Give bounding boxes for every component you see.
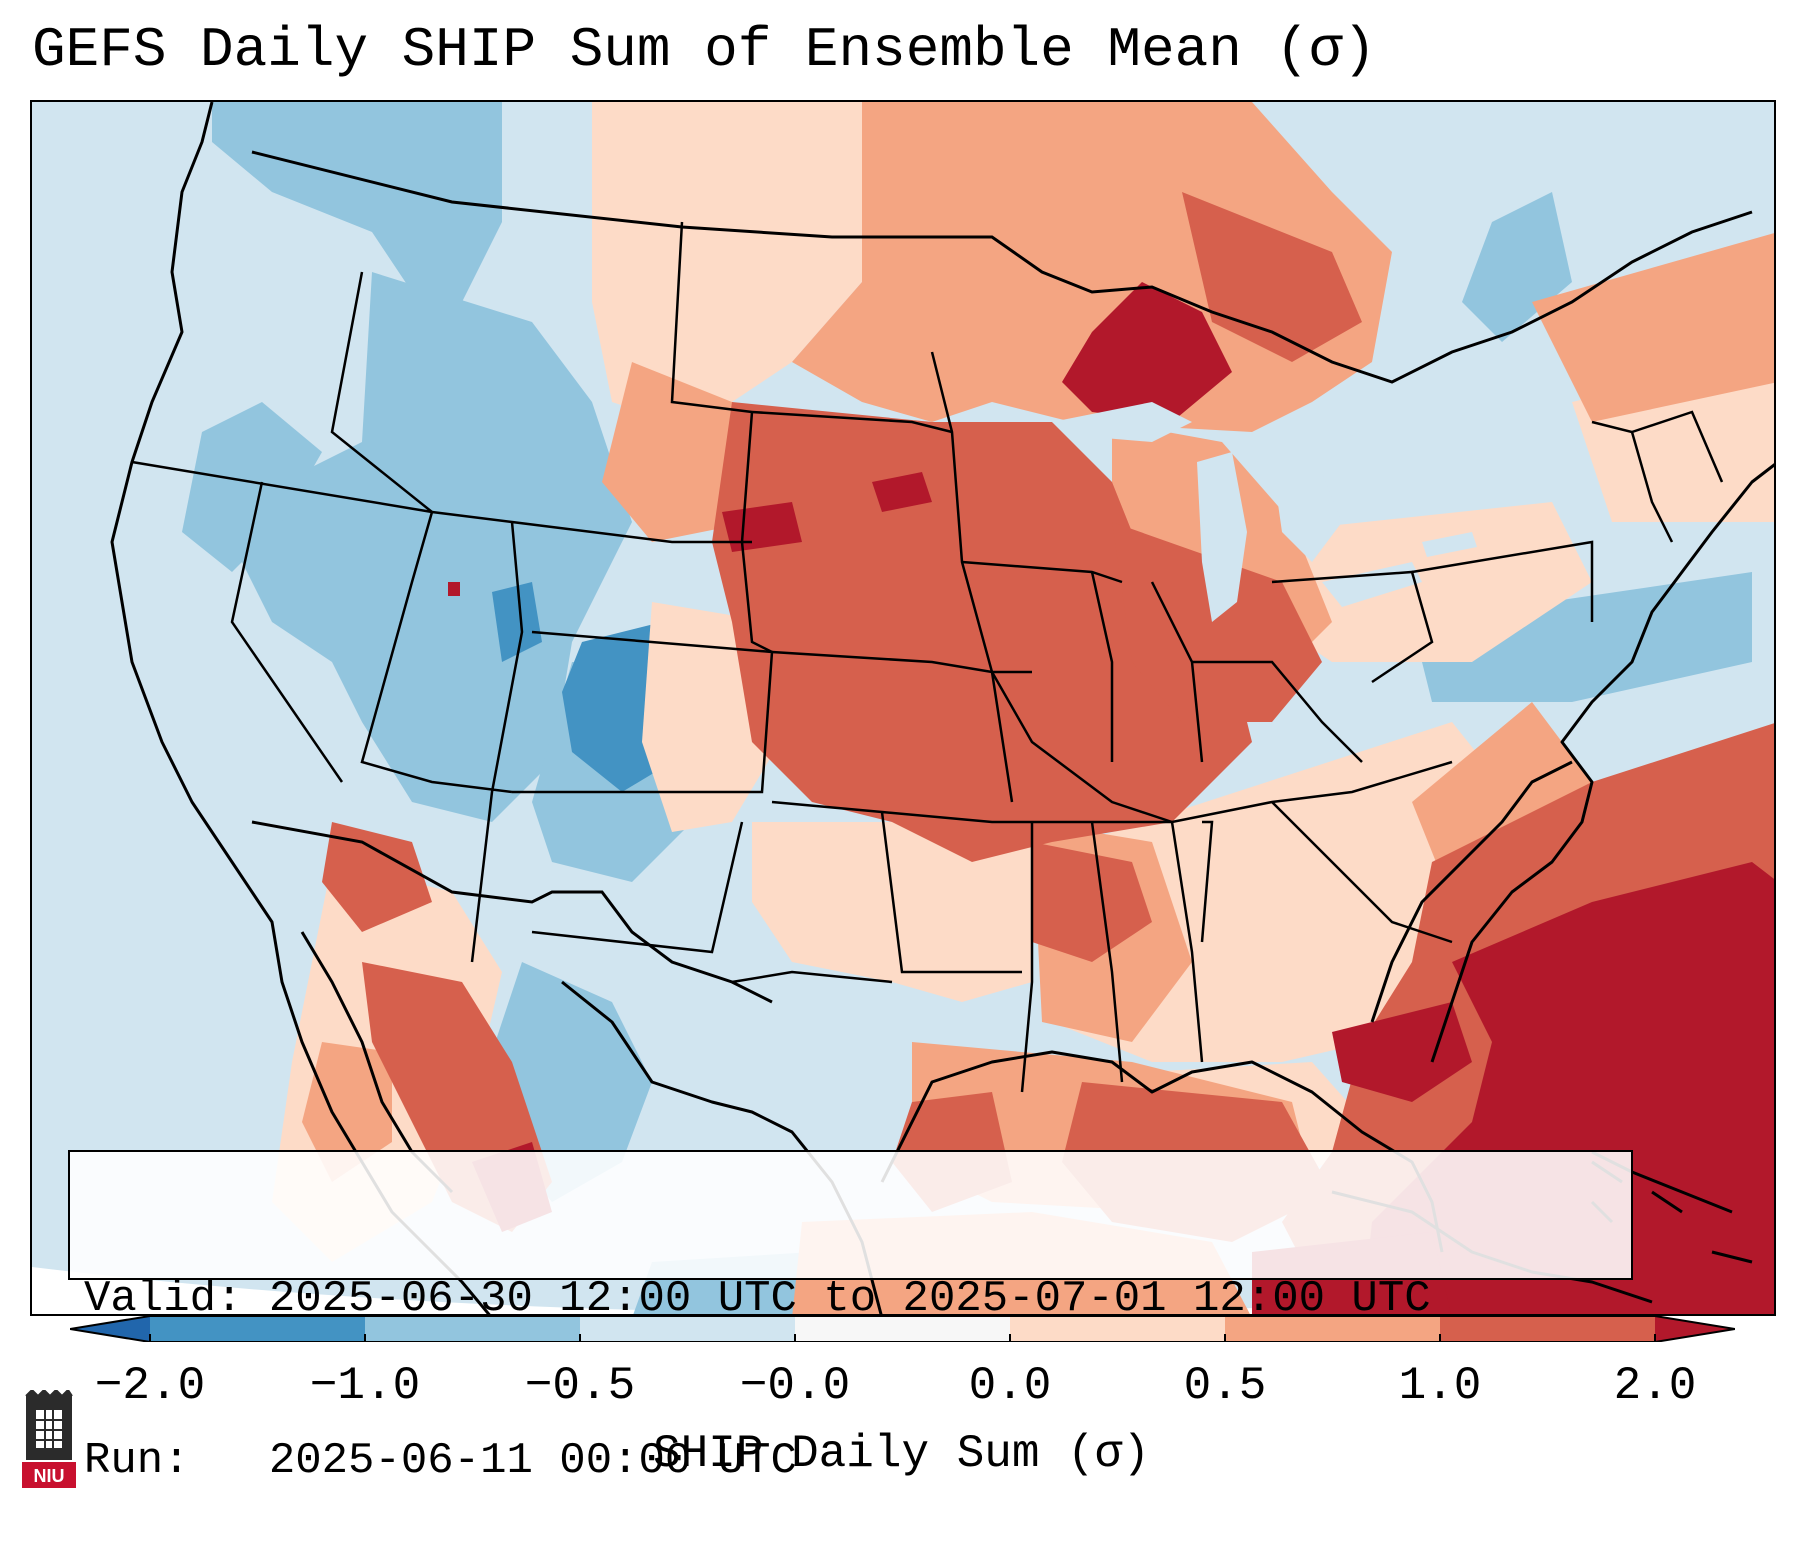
great-lakes [1052,402,1477,622]
colorbar-segment [365,1316,581,1342]
map-panel [30,100,1776,1316]
colorbar-segment [1225,1316,1441,1342]
colorbar-ticks: −2.0 −1.0 −0.5 −0.0 0.0 0.5 1.0 2.0 [0,1360,1803,1420]
colorbar-label: SHIP Daily Sum (σ) [653,1428,1150,1480]
colorbar-tick-label: −2.0 [94,1360,206,1412]
colorbar-tick-label: 0.0 [968,1360,1052,1412]
colorbar-tick-label: 1.0 [1398,1360,1482,1412]
logo-window-grid [36,1410,62,1448]
anomaly-map [32,102,1774,1314]
state-borders [131,221,1724,1093]
colorbar-segment [795,1316,1011,1342]
colorbar-segment [1655,1316,1735,1342]
run-row: Run: 2025-06-11 00:00 UTC [84,1434,1631,1488]
colorbar-tick-label: −1.0 [309,1360,421,1412]
colorbar-tick-label: 2.0 [1613,1360,1697,1412]
valid-run-info-box: Valid: 2025-06-30 12:00 UTC to 2025-07-0… [68,1150,1633,1486]
colorbar [70,1316,1735,1342]
colorbar-segment [1440,1316,1656,1342]
logo-battlements [25,1390,73,1398]
colorbar-segment [1010,1316,1226,1342]
chart-title: GEFS Daily SHIP Sum of Ensemble Mean (σ) [32,18,1377,82]
logo-banner [22,1462,76,1488]
colorbar-segment [150,1316,366,1342]
colorbar-tick-label: 0.5 [1183,1360,1267,1412]
logo-text: NIU [34,1466,65,1486]
run-value: 2025-06-11 00:00 UTC [268,1436,797,1486]
run-label: Run: [84,1436,190,1486]
colorbar-tick-label: −0.0 [739,1360,851,1412]
colorbar-tick-label: −0.5 [524,1360,636,1412]
colorbar-segment [70,1316,150,1342]
country-borders [251,150,1753,1004]
niu-logo: NIU [22,1390,76,1488]
colorbar-segment [580,1316,796,1342]
